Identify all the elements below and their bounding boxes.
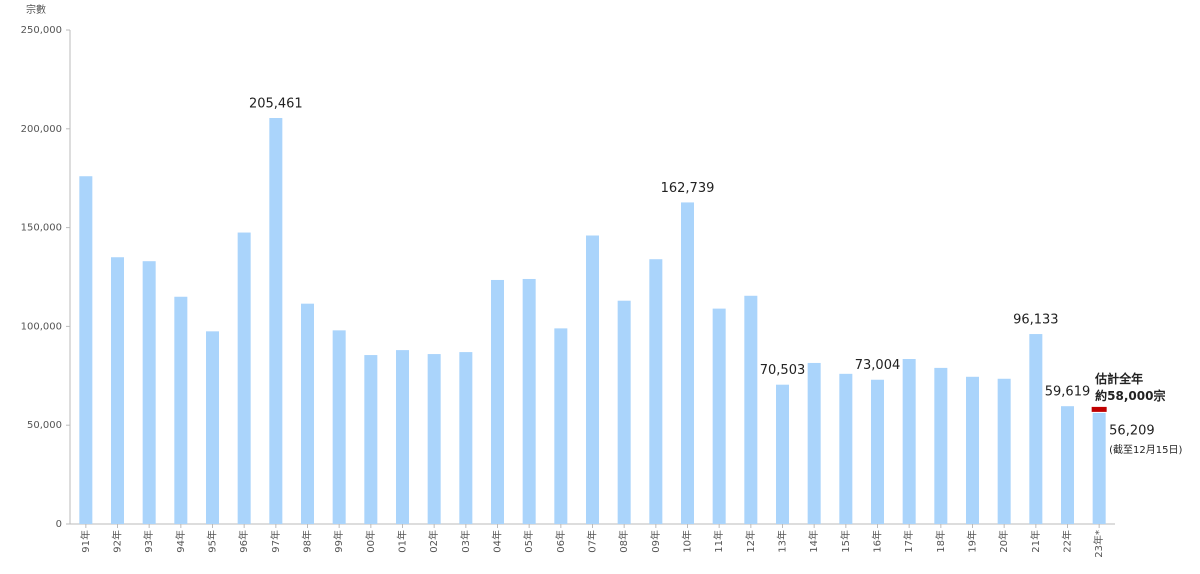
estimate-label: 估計全年 [1094, 371, 1143, 386]
bar [586, 235, 599, 524]
x-tick-label: 17年 [902, 530, 915, 553]
y-tick-label: 250,000 [21, 25, 62, 36]
bar [681, 202, 694, 524]
bar [902, 359, 916, 524]
bar [712, 308, 726, 524]
y-tick-label: 0 [56, 519, 62, 530]
x-tick-label: 91年 [79, 530, 92, 553]
x-tick-label: 01年 [396, 530, 409, 553]
bar [237, 232, 251, 525]
x-tick-label: 23年* [1092, 530, 1105, 558]
value-label: 205,461 [249, 97, 303, 112]
bar [966, 376, 979, 524]
bar [459, 352, 473, 524]
y-tick-label: 200,000 [21, 124, 62, 135]
x-tick-label: 00年 [364, 530, 377, 553]
y-tick-label: 150,000 [21, 223, 62, 234]
value-label: 56,209 [1109, 423, 1155, 438]
value-label: 162,739 [661, 181, 715, 196]
x-tick-label: 09年 [649, 530, 662, 553]
x-tick-label: 96年 [237, 530, 250, 553]
y-axis-title: 宗數 [26, 3, 46, 16]
x-tick-label: 20年 [997, 530, 1010, 553]
x-tick-label: 15年 [839, 530, 852, 553]
x-tick-label: 07年 [586, 530, 599, 553]
value-label: 59,619 [1045, 385, 1091, 400]
bar [807, 362, 821, 524]
x-tick-label: 93年 [142, 530, 155, 553]
bar [269, 118, 283, 524]
bar [744, 295, 758, 524]
x-tick-label: 02年 [427, 530, 440, 553]
x-tick-label: 08年 [617, 530, 630, 553]
note: (截至12月15日) [1109, 443, 1182, 456]
value-label: 70,503 [760, 363, 806, 378]
bar [1092, 412, 1106, 524]
bar [142, 261, 156, 524]
bar [1061, 406, 1074, 524]
x-tick-label: 99年 [332, 530, 345, 553]
x-tick-label: 19年 [966, 530, 979, 553]
bar [111, 257, 124, 524]
bar [1029, 334, 1043, 524]
bar [427, 354, 441, 524]
x-tick-label: 97年 [269, 530, 282, 553]
bar [649, 259, 663, 524]
x-tick-label: 04年 [491, 530, 504, 553]
bar [617, 300, 631, 524]
y-tick-label: 50,000 [27, 420, 62, 431]
bar [332, 330, 346, 524]
bar [522, 278, 536, 524]
bar [871, 379, 884, 524]
y-tick-label: 100,000 [21, 321, 62, 332]
bar [491, 279, 504, 524]
x-tick-label: 18年 [934, 530, 947, 553]
bar [396, 350, 409, 524]
estimate-label: 約58,000宗 [1095, 388, 1165, 403]
bar [554, 328, 568, 524]
x-tick-label: 16年 [871, 530, 884, 553]
estimate-marker [1091, 406, 1107, 412]
bar [206, 331, 219, 524]
x-tick-label: 06年 [554, 530, 567, 553]
x-tick-label: 03年 [459, 530, 472, 553]
bar [839, 373, 853, 524]
x-tick-label: 94年 [174, 530, 187, 553]
bar [997, 378, 1011, 524]
x-tick-label: 21年 [1029, 530, 1042, 553]
value-label: 96,133 [1013, 313, 1059, 328]
x-tick-label: 22年 [1061, 530, 1074, 553]
bar [301, 303, 314, 524]
bar [79, 176, 93, 524]
x-tick-label: 05年 [522, 530, 535, 553]
x-tick-label: 95年 [206, 530, 219, 553]
x-tick-label: 11年 [712, 530, 725, 553]
x-tick-label: 13年 [776, 530, 789, 553]
x-tick-label: 10年 [681, 530, 694, 553]
x-tick-label: 98年 [301, 530, 314, 553]
x-tick-label: 14年 [807, 530, 820, 553]
bar [174, 296, 188, 524]
x-tick-label: 92年 [111, 530, 124, 553]
bar [934, 367, 948, 524]
x-tick-label: 12年 [744, 530, 757, 553]
bar [364, 355, 378, 524]
bar [776, 384, 789, 524]
value-label: 73,004 [855, 358, 901, 373]
